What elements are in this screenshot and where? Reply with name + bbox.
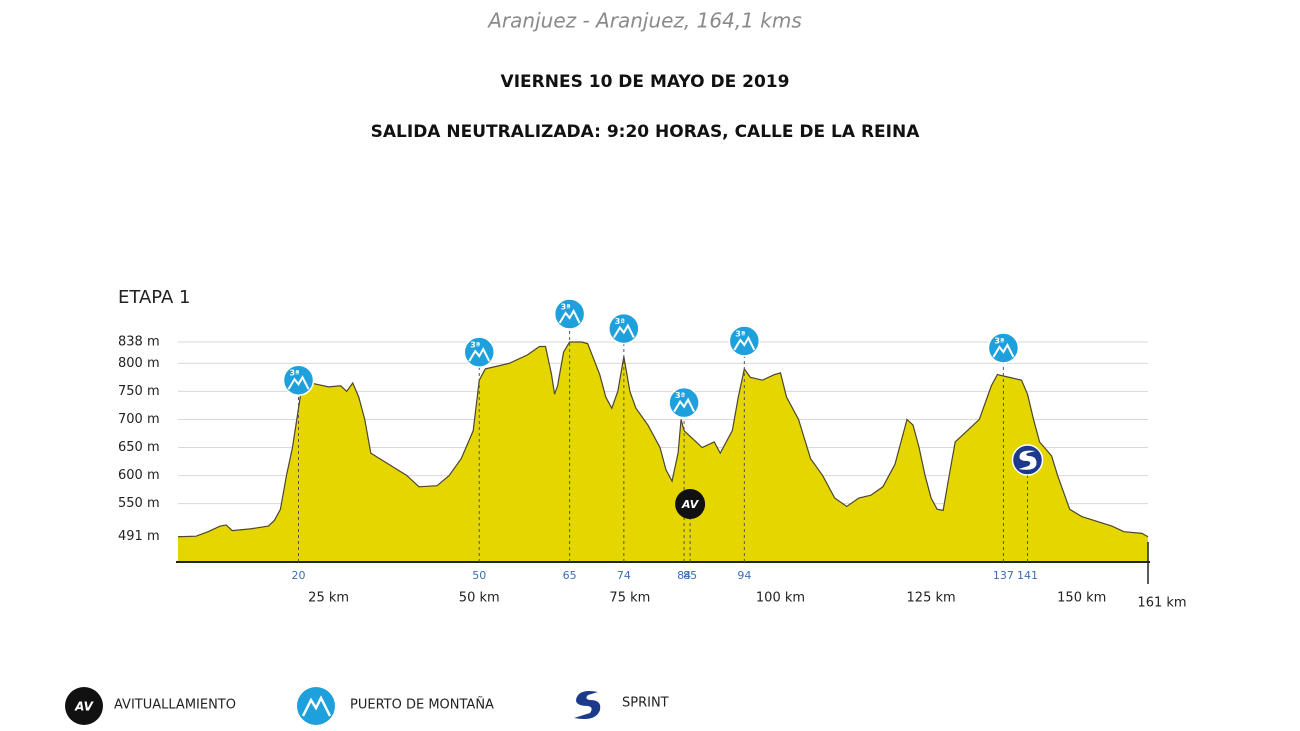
mountain-icon: [463, 336, 495, 368]
y-tick-label: 800 m: [118, 356, 160, 371]
legend-icon-mountain: [301, 695, 332, 717]
legend-label: AVITUALLAMIENTO: [114, 698, 236, 713]
legend: AV AVITUALLAMIENTO PUERTO DE MONTAÑA SPR…: [65, 686, 669, 725]
mountain-icon: [282, 364, 315, 396]
y-tick-label: 600 m: [118, 468, 160, 483]
legend-label: SPRINT: [622, 696, 669, 711]
mountain-category: 3ª: [994, 336, 1004, 345]
legend-icon-sprint: [574, 691, 601, 719]
annotation-icon: AV: [675, 489, 706, 519]
mountain-category: 3ª: [289, 369, 299, 378]
x-tick-label: 50 km: [459, 591, 500, 606]
mountain-icon: [987, 332, 1020, 364]
elevation-area: [178, 342, 1148, 562]
annotation-icon: 3ª: [987, 332, 1020, 364]
km-marker: 85: [683, 569, 697, 582]
mountain-shape: [612, 323, 635, 339]
legend-icon-text: AV: [74, 700, 94, 714]
km-marker: 65: [563, 569, 577, 582]
x-tick-label: 161 km: [1137, 596, 1186, 611]
km-marker: 74: [617, 569, 631, 582]
feed-label: AV: [681, 498, 700, 511]
mountain-shape: [287, 375, 310, 390]
x-tick-label: 25 km: [308, 591, 349, 606]
y-tick-label: 650 m: [118, 440, 160, 455]
x-tick-label: 75 km: [609, 591, 650, 606]
mountain-category: 3ª: [561, 303, 571, 312]
y-tick-label: 838 m: [118, 335, 160, 350]
mountain-category: 3ª: [615, 317, 625, 326]
annotation-icon: 3ª: [282, 364, 315, 396]
sprint-shape: [1018, 450, 1037, 470]
mountain-shape: [468, 347, 491, 362]
mountain-category: 3ª: [470, 341, 480, 350]
x-tick-label: 100 km: [756, 591, 805, 606]
mountain-icon: [728, 325, 761, 357]
y-tick-label: 700 m: [118, 412, 160, 427]
km-marker: 20: [291, 569, 305, 582]
km-marker: 137: [993, 569, 1014, 582]
chart-title: ETAPA 1: [118, 287, 190, 308]
km-marker: 94: [737, 569, 751, 582]
annotation-icon: 3ª: [463, 336, 495, 368]
route: Aranjuez - Aranjuez, 164,1 kms: [486, 9, 802, 33]
km-marker: 50: [472, 569, 486, 582]
x-tick-label: 150 km: [1057, 591, 1106, 606]
mountain-shape: [733, 335, 756, 351]
mountain-icon: [608, 312, 640, 345]
mountain-icon: [553, 298, 586, 330]
mountain-shape: [992, 342, 1015, 358]
km-marker: 141: [1017, 569, 1038, 582]
annotation-icon: 3ª: [668, 386, 700, 419]
legend-icon: [65, 687, 103, 725]
elevation-line: [177, 341, 1149, 538]
x-tick-label: 125 km: [907, 591, 956, 606]
mountain-icon: [668, 386, 700, 419]
y-tick-label: 550 m: [118, 496, 160, 511]
annotation-icon: 3ª: [553, 298, 586, 330]
km-marker: 84: [677, 569, 691, 582]
mountain-category: 3ª: [675, 391, 685, 400]
date: VIERNES 10 DE MAYO DE 2019: [501, 72, 790, 92]
annotation-icon: 3ª: [728, 325, 761, 357]
mountain-shape: [673, 397, 695, 413]
y-tick-label: 491 m: [118, 529, 160, 544]
start-info: SALIDA NEUTRALIZADA: 9:20 HORAS, CALLE D…: [371, 122, 921, 142]
y-tick-label: 750 m: [118, 384, 160, 399]
feed-icon: [675, 489, 706, 519]
legend-label: PUERTO DE MONTAÑA: [350, 697, 494, 713]
annotation-icon: [1011, 444, 1044, 476]
mountain-shape: [558, 308, 581, 324]
annotation-icon: 3ª: [608, 312, 640, 345]
mountain-category: 3ª: [735, 329, 745, 338]
